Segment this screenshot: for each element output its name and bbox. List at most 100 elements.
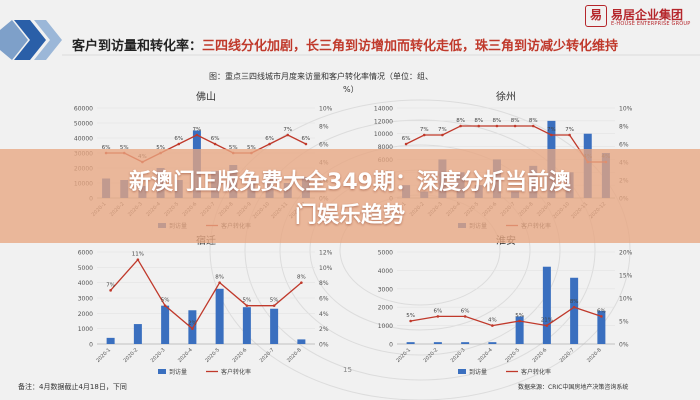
- data-label: 7%: [565, 127, 574, 133]
- data-label: 21%: [541, 318, 553, 324]
- data-label: 8%: [493, 118, 502, 124]
- line-point: [136, 258, 140, 261]
- x-tick-label: 2020-2: [423, 347, 440, 364]
- logo-name: 易居企业集团: [611, 8, 684, 22]
- line-point: [109, 289, 112, 292]
- y-tick-label-right: 8%: [619, 124, 629, 131]
- data-label: 5%: [515, 313, 524, 319]
- corner-chevrons-icon: [0, 20, 62, 60]
- data-label: 6%: [302, 136, 311, 142]
- legend-label-line: 客户转化率: [221, 368, 251, 376]
- data-label: 2%: [188, 321, 197, 327]
- line-point: [495, 124, 499, 128]
- y-tick-label-right: 8%: [319, 280, 329, 287]
- data-label: 7%: [438, 127, 447, 133]
- bar: [215, 288, 224, 344]
- line-point: [600, 315, 603, 318]
- page-number: 15: [343, 366, 352, 374]
- line-point: [531, 124, 535, 128]
- chart-title: 徐州: [496, 90, 516, 103]
- y-tick-label-right: 0%: [319, 342, 329, 349]
- data-label: 6%: [461, 308, 470, 314]
- data-label: 6%: [265, 136, 274, 142]
- data-label: 7%: [106, 282, 115, 288]
- line-point: [441, 133, 444, 137]
- line-point: [404, 142, 408, 146]
- y-tick-label-left: 0: [89, 342, 93, 349]
- chart-title: 佛山: [196, 90, 216, 103]
- data-label: 6%: [102, 145, 111, 151]
- y-tick-label-left: 2000: [78, 311, 93, 318]
- line-point: [245, 304, 249, 307]
- data-label: 6%: [434, 308, 443, 314]
- data-label: 7%: [547, 127, 556, 133]
- data-label: 4%: [488, 318, 497, 324]
- y-tick-label-right: 10%: [619, 296, 633, 303]
- x-tick-label: 2020-8: [286, 347, 303, 364]
- figure-caption: 图：重点三四线城市月度来访量和客户转化率情况（单位：组、: [209, 72, 433, 81]
- x-tick-label: 2020-6: [532, 347, 549, 364]
- x-tick-label: 2020-6: [232, 347, 249, 364]
- company-logo-icon: 易: [585, 5, 607, 27]
- figure-caption-end: %）: [343, 85, 359, 94]
- y-tick-label-right: 10%: [319, 106, 333, 113]
- bar: [433, 342, 442, 344]
- data-label: 7%: [420, 127, 429, 133]
- x-tick-label: 2020-5: [204, 347, 221, 364]
- line-point: [545, 324, 549, 327]
- bar: [161, 305, 170, 344]
- line-point: [300, 281, 303, 284]
- data-label: 6%: [597, 308, 606, 314]
- data-label: 7%: [283, 127, 292, 133]
- line-point: [550, 133, 553, 137]
- y-tick-label-right: 5%: [619, 319, 629, 326]
- y-tick-label-right: 6%: [319, 296, 329, 303]
- data-label: 5%: [247, 145, 256, 151]
- bar: [297, 339, 306, 344]
- headline-line-1: 新澳门正版免费大全349期：深度分析当前澳: [129, 170, 571, 195]
- y-tick-label-left: 0: [389, 342, 393, 349]
- y-tick-label-right: 15%: [619, 273, 633, 280]
- y-tick-label-right: 2%: [319, 326, 329, 333]
- y-tick-label-left: 5000: [378, 250, 393, 257]
- y-tick-label-right: 12%: [319, 250, 333, 257]
- data-label: 8%: [297, 275, 306, 281]
- bar: [570, 277, 579, 344]
- y-tick-label-right: 4%: [319, 311, 329, 318]
- series-line: [110, 258, 302, 330]
- data-label: 8%: [511, 118, 520, 124]
- bar: [106, 337, 115, 344]
- bar: [515, 316, 524, 344]
- y-tick-label-right: 10%: [619, 106, 633, 113]
- title-highlight: 三四线分化加剧，长三角到访增加而转化走低，珠三角到访减少转化维持: [202, 39, 619, 54]
- line-point: [218, 281, 221, 284]
- bar: [270, 308, 279, 344]
- line-point: [195, 133, 199, 137]
- y-tick-label-left: 6000: [78, 250, 93, 257]
- line-point: [177, 142, 181, 146]
- data-label: 5%: [229, 145, 238, 151]
- data-label: 7%: [193, 127, 202, 133]
- line-point: [213, 142, 217, 146]
- x-tick-label: 2020-7: [559, 347, 576, 364]
- legend-label-bar: 到访量: [469, 368, 487, 376]
- line-point: [422, 133, 426, 137]
- data-label: 5%: [406, 313, 415, 319]
- y-tick-label-left: 12000: [374, 118, 393, 125]
- bar: [242, 307, 251, 344]
- y-tick-label-left: 3000: [78, 296, 93, 303]
- legend-swatch-bar: [158, 369, 166, 374]
- footnote: 备注：4月数据截止4月18日，下同: [18, 383, 127, 391]
- y-tick-label-left: 3000: [378, 286, 393, 293]
- y-tick-label-left: 40000: [74, 136, 93, 143]
- x-tick-label: 2020-4: [477, 347, 494, 364]
- logo-english: E-HOUSE ENTERPRISE GROUP: [611, 21, 691, 27]
- line-point: [477, 124, 481, 128]
- data-label: 5%: [156, 145, 165, 151]
- data-label: 11%: [132, 252, 144, 258]
- x-tick-label: 2020-8: [586, 347, 603, 364]
- line-point: [459, 124, 462, 128]
- y-tick-label-right: 6%: [319, 142, 329, 149]
- data-source: 数据来源：CRIC中国房地产决策咨询系统: [518, 384, 629, 391]
- y-tick-label-left: 1000: [78, 326, 93, 333]
